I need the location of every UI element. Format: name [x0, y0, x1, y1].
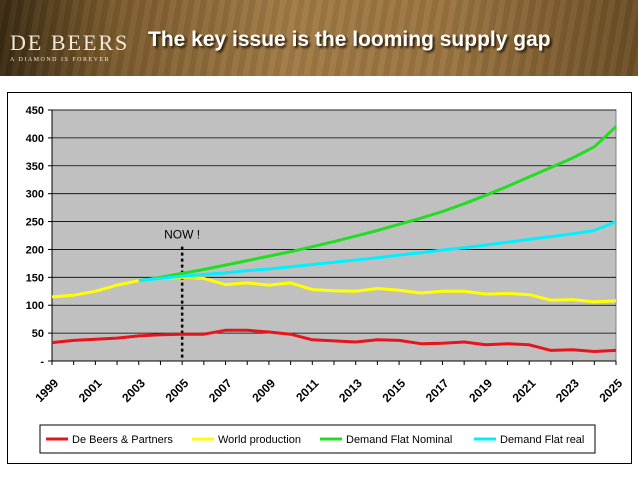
x-tick-label: 2007 — [206, 376, 235, 405]
x-tick-label: 2005 — [163, 376, 192, 405]
header-texture — [0, 0, 638, 76]
x-tick-label: 2023 — [553, 376, 582, 405]
now-annotation: NOW ! — [164, 227, 200, 241]
plot-area — [51, 109, 617, 362]
x-tick-label: 2003 — [119, 376, 148, 405]
logo-tagline: A DIAMOND IS FOREVER — [10, 57, 111, 63]
x-tick-label: 2025 — [596, 376, 625, 405]
y-tick-label: 150 — [26, 272, 44, 284]
y-tick-label: 250 — [26, 217, 44, 229]
x-tick-label: 2011 — [293, 376, 322, 405]
legend-label: Demand Flat Nominal — [346, 434, 452, 446]
y-tick-label: - — [40, 356, 44, 368]
de-beers-logo: De Beers A DIAMOND IS FOREVER — [10, 30, 129, 63]
y-tick-label: 300 — [26, 189, 44, 201]
legend-label: De Beers & Partners — [72, 434, 173, 446]
y-tick-label: 400 — [26, 133, 44, 145]
legend-label: Demand Flat real — [500, 434, 584, 446]
x-tick-label: 2019 — [466, 376, 495, 405]
x-tick-label: 2015 — [379, 376, 408, 405]
y-tick-label: 350 — [26, 161, 44, 173]
series-line — [138, 125, 618, 283]
legend-label: World production — [218, 434, 301, 446]
y-tick-label: 100 — [26, 300, 44, 312]
slide-title: The key issue is the looming supply gap — [148, 28, 551, 51]
series-line — [51, 328, 617, 353]
y-tick-label: 50 — [32, 328, 44, 340]
series-line — [138, 220, 617, 283]
x-tick-label: 2009 — [249, 376, 278, 405]
x-tick-label: 2021 — [510, 376, 539, 405]
y-tick-label: 200 — [26, 244, 44, 256]
legend-box — [39, 424, 596, 454]
x-tick-label: 2017 — [423, 376, 452, 405]
x-tick-label: 2013 — [336, 376, 365, 405]
x-tick-label: 2001 — [76, 376, 105, 405]
y-tick-label: 450 — [26, 105, 44, 117]
logo-text: De Beers — [10, 30, 130, 55]
x-tick-label: 1999 — [32, 376, 61, 405]
header-banner — [0, 0, 638, 76]
